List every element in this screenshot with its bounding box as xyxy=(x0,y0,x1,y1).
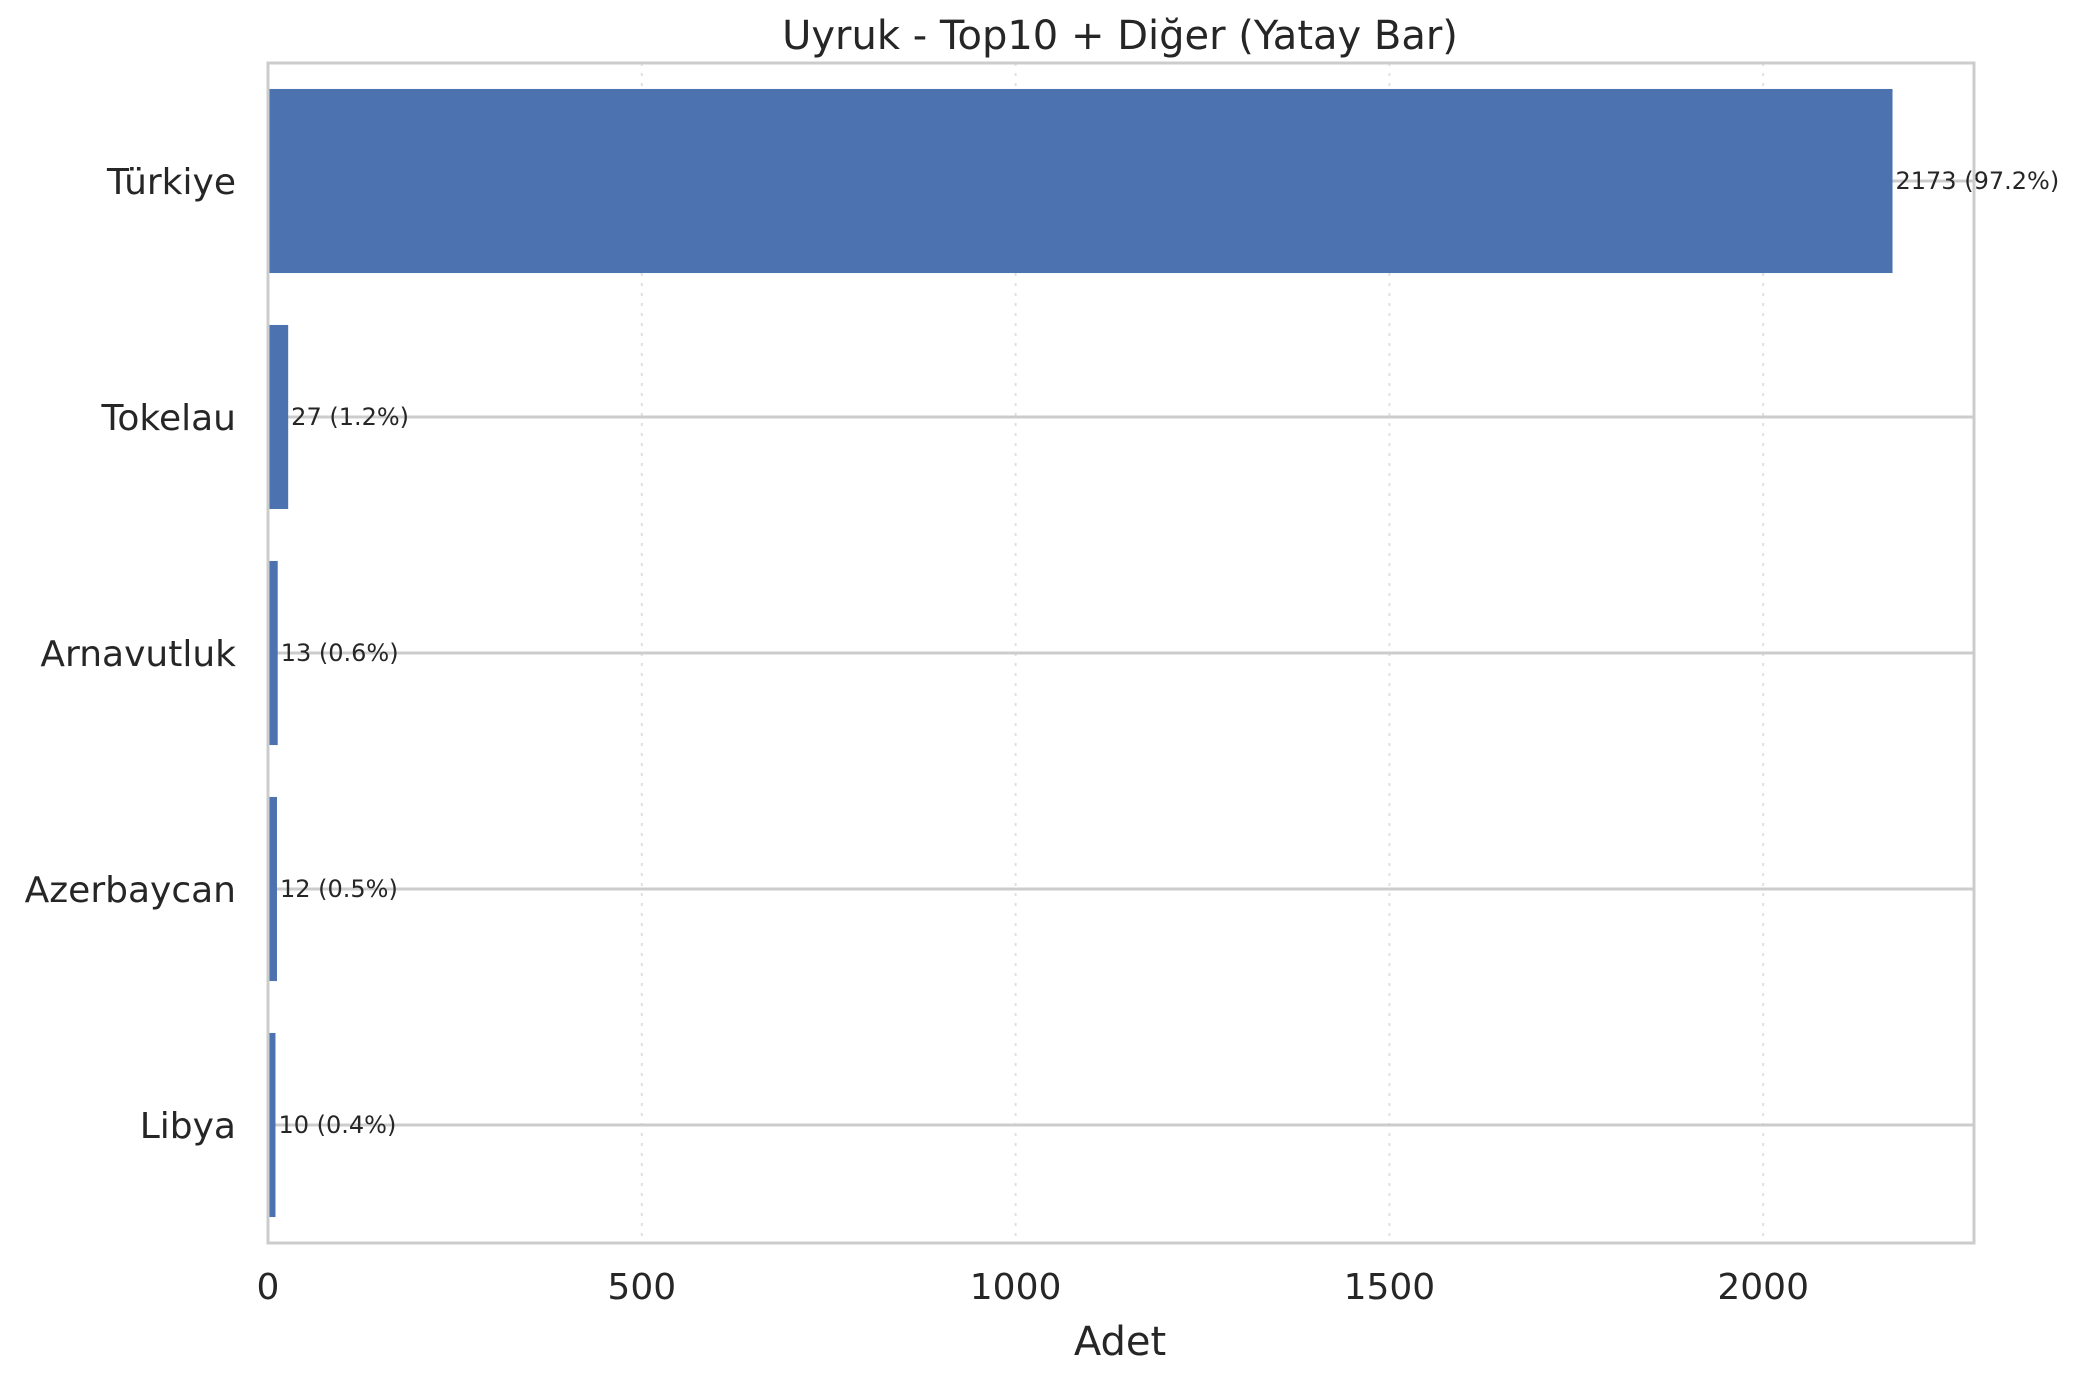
y-tick-label: Azerbaycan xyxy=(25,870,236,911)
y-tick-label: Libya xyxy=(140,1106,236,1147)
x-tick-label: 1000 xyxy=(970,1267,1062,1308)
data-label: 13 (0.6%) xyxy=(281,639,399,667)
y-tick-label: Tokelau xyxy=(101,398,237,439)
y-tick-labels: Türkiye Tokelau Arnavutluk Azerbaycan Libya xyxy=(25,162,237,1147)
bars-group xyxy=(268,88,1893,1218)
x-tick-label: 1500 xyxy=(1344,1267,1436,1308)
bar-arnavutluk xyxy=(268,560,278,746)
bar-azerbaycan xyxy=(268,796,277,982)
data-label: 2173 (97.2%) xyxy=(1896,167,2060,195)
data-label: 27 (1.2%) xyxy=(291,403,409,431)
y-tick-label: Türkiye xyxy=(106,162,236,203)
x-tick-label: 2000 xyxy=(1717,1267,1809,1308)
data-labels-group: 2173 (97.2%) 27 (1.2%) 13 (0.6%) 12 (0.5%) 1… xyxy=(278,167,2059,1139)
y-tick-label: Arnavutluk xyxy=(40,634,236,675)
x-tick-labels: 0 500 1000 1500 2000 xyxy=(257,1267,1809,1308)
plot-frame xyxy=(266,61,1976,1245)
data-label: 10 (0.4%) xyxy=(278,1111,396,1139)
x-tick-label: 0 xyxy=(257,1267,280,1308)
bar-libya xyxy=(268,1032,276,1218)
data-label: 12 (0.5%) xyxy=(280,875,398,903)
bar-türkiye xyxy=(268,88,1893,274)
bar-tokelau xyxy=(268,324,289,510)
x-axis-label: Adet xyxy=(1074,1319,1166,1365)
chart-title: Uyruk - Top10 + Diğer (Yatay Bar) xyxy=(782,13,1458,59)
x-tick-label: 500 xyxy=(607,1267,676,1308)
y-gridlines xyxy=(268,179,1974,1127)
